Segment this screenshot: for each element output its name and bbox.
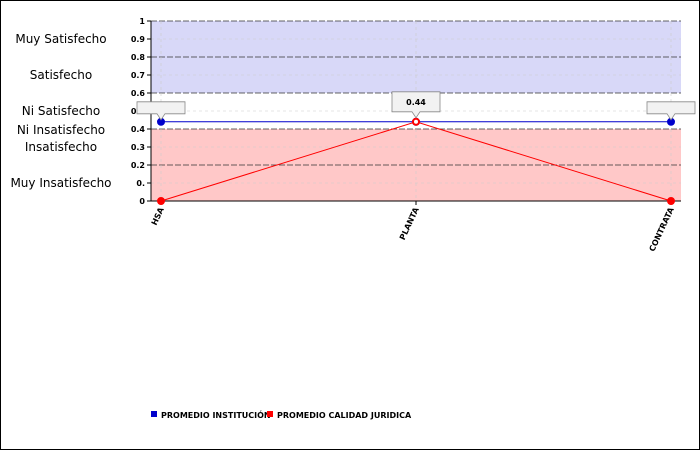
tooltip-2 [646,101,696,121]
tooltips: 0.44 [136,91,696,121]
data-point[interactable] [667,197,675,205]
series-lines [157,117,675,205]
scale-label: Muy Insatisfecho [10,176,111,190]
scale-label: Insatisfecho [25,140,97,154]
tooltip-0 [136,101,186,121]
data-point-highlight [414,119,418,124]
y-tick-label: 0.4 [131,125,146,134]
category-label: CONTRATA [648,205,677,253]
scale-labels: Muy Satisfecho Satisfecho Ni Satisfecho Ni … [10,32,111,190]
tooltip-box [391,91,441,119]
y-tick-label: 0. [136,179,145,188]
legend-label: PROMEDIO CALIDAD JURIDICA [277,411,412,420]
y-tick-label: 0.2 [131,161,145,170]
y-tick-label: 0.6 [131,89,146,98]
category-label: PLANTA [398,205,421,241]
tooltip-box [136,101,186,121]
legend-swatch [151,411,157,417]
legend: PROMEDIO INSTITUCIÓN PROMEDIO CALIDAD JUR… [151,409,412,420]
category-labels: HSA PLANTA CONTRATA [150,201,676,253]
tooltip-text: 0.44 [406,98,426,107]
tooltip-box [646,101,696,121]
scale-label: Satisfecho [30,68,92,82]
y-tick-label: 0 [139,197,145,206]
y-tick-label: 0.8 [131,53,146,62]
category-label: HSA [150,205,166,226]
tooltip-1: 0.44 [391,91,441,119]
grid-lines [151,20,681,201]
scale-label: Ni Insatisfecho [17,123,105,137]
y-tick-label: 0.9 [131,35,146,44]
legend-swatch [267,411,273,417]
y-tick-label: 1 [139,17,145,26]
scale-label: Ni Satisfecho [22,104,101,118]
scale-label: Muy Satisfecho [15,32,106,46]
legend-label: PROMEDIO INSTITUCIÓN [161,409,271,420]
y-tick-label: 0.3 [131,143,145,152]
data-point[interactable] [157,197,165,205]
y-tick-label: 0.7 [131,71,145,80]
